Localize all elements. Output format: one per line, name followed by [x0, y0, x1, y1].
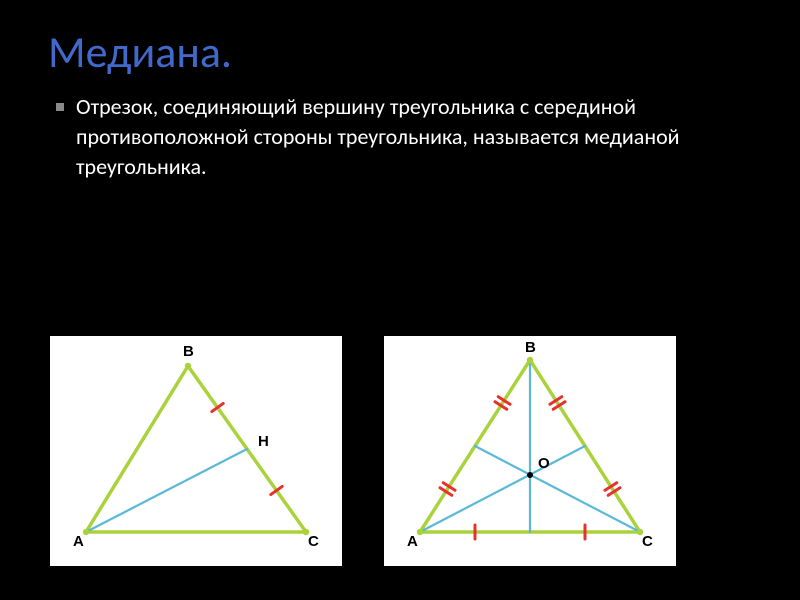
bullet-icon [56, 103, 64, 111]
figures-row: A B C H A B C O [50, 336, 676, 566]
svg-text:C: C [642, 533, 653, 550]
svg-text:O: O [538, 455, 550, 472]
diagram-three-medians: A B C O [384, 336, 676, 566]
slide: Медиана. Отрезок, соединяющий вершину тр… [0, 0, 800, 600]
slide-title: Медиана. [48, 28, 752, 76]
figure-two: A B C O [384, 336, 676, 566]
definition-paragraph: Отрезок, соединяющий вершину треугольник… [56, 92, 716, 181]
svg-text:B: B [525, 339, 536, 356]
svg-text:C: C [308, 533, 319, 550]
figure-one: A B C H [50, 336, 342, 566]
svg-text:H: H [258, 433, 269, 450]
svg-text:B: B [183, 343, 194, 360]
diagram-single-median: A B C H [50, 336, 342, 566]
svg-text:A: A [73, 533, 84, 550]
svg-text:A: A [407, 533, 418, 550]
definition-text: Отрезок, соединяющий вершину треугольник… [76, 93, 680, 179]
